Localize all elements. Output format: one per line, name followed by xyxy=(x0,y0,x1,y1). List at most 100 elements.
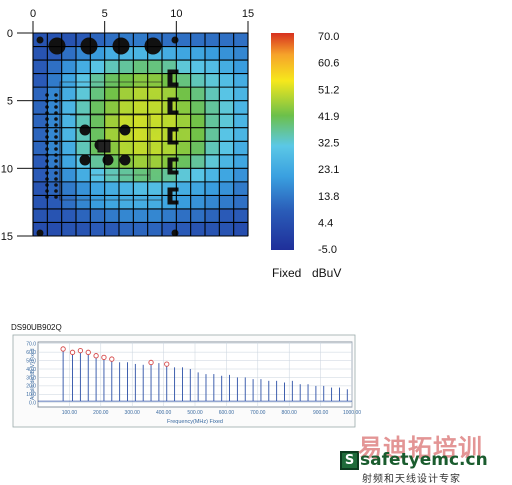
colorbar-tick: 51.2 xyxy=(318,84,339,96)
heatmap-cell xyxy=(219,222,235,237)
heatmap-cell xyxy=(190,46,206,61)
heatmap-cell xyxy=(162,208,177,223)
heatmap-y-tick: 5 xyxy=(7,96,13,108)
heatmap-cell xyxy=(33,181,48,196)
heatmap-cell xyxy=(104,60,120,75)
heatmap-cell xyxy=(90,114,106,129)
heatmap-cell xyxy=(133,60,149,75)
heatmap-cell xyxy=(176,208,192,223)
heatmap-cell xyxy=(162,46,177,61)
heatmap-cell xyxy=(104,222,120,237)
heatmap-cell xyxy=(61,46,77,61)
heatmap-cell xyxy=(205,154,220,169)
heatmap-cell xyxy=(76,222,91,237)
heatmap-cell xyxy=(205,33,220,48)
spectrum-y-axis-label: Amplitude(dBuV) Fixed xyxy=(30,348,36,400)
spectrum-x-tick: 900.00 xyxy=(313,410,329,416)
heatmap-cell xyxy=(61,195,77,210)
heatmap-cell xyxy=(76,60,91,75)
spectrum-grid xyxy=(38,342,353,407)
spectrum-marker xyxy=(101,354,107,361)
heatmap-cell xyxy=(176,195,192,210)
pcb-dot xyxy=(54,147,58,151)
heatmap-cell xyxy=(76,195,91,210)
heatmap-cell xyxy=(176,222,192,237)
heatmap-cell xyxy=(205,195,220,210)
heatmap-y-tick: 10 xyxy=(1,163,13,175)
heatmap-cell xyxy=(47,168,63,183)
spectrum-x-tick: 500.00 xyxy=(187,410,203,416)
heatmap-cell xyxy=(61,127,77,142)
heatmap-cell xyxy=(147,181,163,196)
heatmap-y-axis-ticks: 0 5 10 15 xyxy=(1,28,33,243)
heatmap-cell xyxy=(76,73,91,88)
heatmap-cell xyxy=(147,60,163,75)
heatmap-cell xyxy=(233,46,249,61)
heatmap-cell xyxy=(147,195,163,210)
spectrum-y-tick: 10.0 xyxy=(26,392,36,398)
spectrum-marker xyxy=(85,349,91,355)
heatmap-cell xyxy=(76,114,91,129)
watermark-subtitle: 射频和天线设计专家 xyxy=(362,474,461,485)
heatmap-cell xyxy=(90,181,106,196)
heatmap-chart: 0 5 10 15 0 5 10 15 70.0 60.6 51.2 41.9 32.5 23.1 13… xyxy=(1,8,340,256)
heatmap-cell xyxy=(47,195,63,210)
heatmap-cell xyxy=(133,181,149,196)
heatmap-cell xyxy=(219,46,235,61)
heatmap-cell xyxy=(233,100,249,115)
colorbar-tick: 41.9 xyxy=(318,111,339,123)
colorbar-tick: 32.5 xyxy=(318,138,339,150)
heatmap-cell xyxy=(33,168,48,183)
spectrum-x-tick: 600.00 xyxy=(219,410,235,416)
pcb-dot xyxy=(54,171,58,175)
heatmap-cell xyxy=(176,60,192,75)
colorbar-tick: 70.0 xyxy=(318,31,339,43)
heatmap-cell xyxy=(61,114,77,129)
spectrum-marker xyxy=(69,349,76,355)
heatmap-cell xyxy=(205,100,220,115)
heatmap-cell xyxy=(205,73,220,88)
heatmap-cell xyxy=(61,168,77,183)
heatmap-cell xyxy=(76,100,91,115)
spectrum-x-tick: 200.00 xyxy=(93,410,109,416)
colorbar xyxy=(271,33,294,250)
heatmap-cell xyxy=(233,195,249,210)
pcb-chip xyxy=(97,139,111,153)
heatmap-cell xyxy=(133,222,149,237)
heatmap-cell xyxy=(76,168,91,183)
heatmap-cell xyxy=(90,100,106,115)
heatmap-cell xyxy=(61,181,77,196)
heatmap-cell xyxy=(47,114,63,129)
heatmap-cell xyxy=(133,208,149,223)
heatmap-cell xyxy=(219,87,235,102)
heatmap-cell xyxy=(147,222,163,237)
heatmap-cell xyxy=(233,127,249,142)
pcb-dot xyxy=(54,135,58,139)
heatmap-cell xyxy=(233,87,249,102)
heatmap-cell xyxy=(119,60,134,75)
pcb-mount-hole xyxy=(36,36,44,44)
pcb-dot xyxy=(54,189,58,193)
heatmap-cell xyxy=(190,60,206,75)
heatmap-cell xyxy=(61,87,77,102)
heatmap-cell xyxy=(61,100,77,115)
heatmap-cell xyxy=(119,222,134,237)
heatmap-cell xyxy=(162,33,177,48)
heatmap-cell xyxy=(33,60,48,75)
pcb-dot xyxy=(54,117,58,121)
heatmap-cell xyxy=(90,222,106,237)
spectrum-title: DS90UB902Q xyxy=(11,323,62,332)
heatmap-cell xyxy=(90,208,106,223)
heatmap-cell xyxy=(205,168,220,183)
heatmap-cell xyxy=(90,87,106,102)
heatmap-cell xyxy=(90,195,106,210)
spectrum-y-tick: 0.0 xyxy=(29,401,36,407)
heatmap-x-tick: 15 xyxy=(242,8,254,20)
heatmap-cell xyxy=(190,208,206,223)
heatmap-cell xyxy=(219,100,235,115)
heatmap-cell xyxy=(219,195,235,210)
heatmap-cell xyxy=(219,208,235,223)
colorbar-tick-labels: 70.0 60.6 51.2 41.9 32.5 23.1 13.8 4.4 -5.0 xyxy=(318,31,339,256)
heatmap-cell xyxy=(47,60,63,75)
